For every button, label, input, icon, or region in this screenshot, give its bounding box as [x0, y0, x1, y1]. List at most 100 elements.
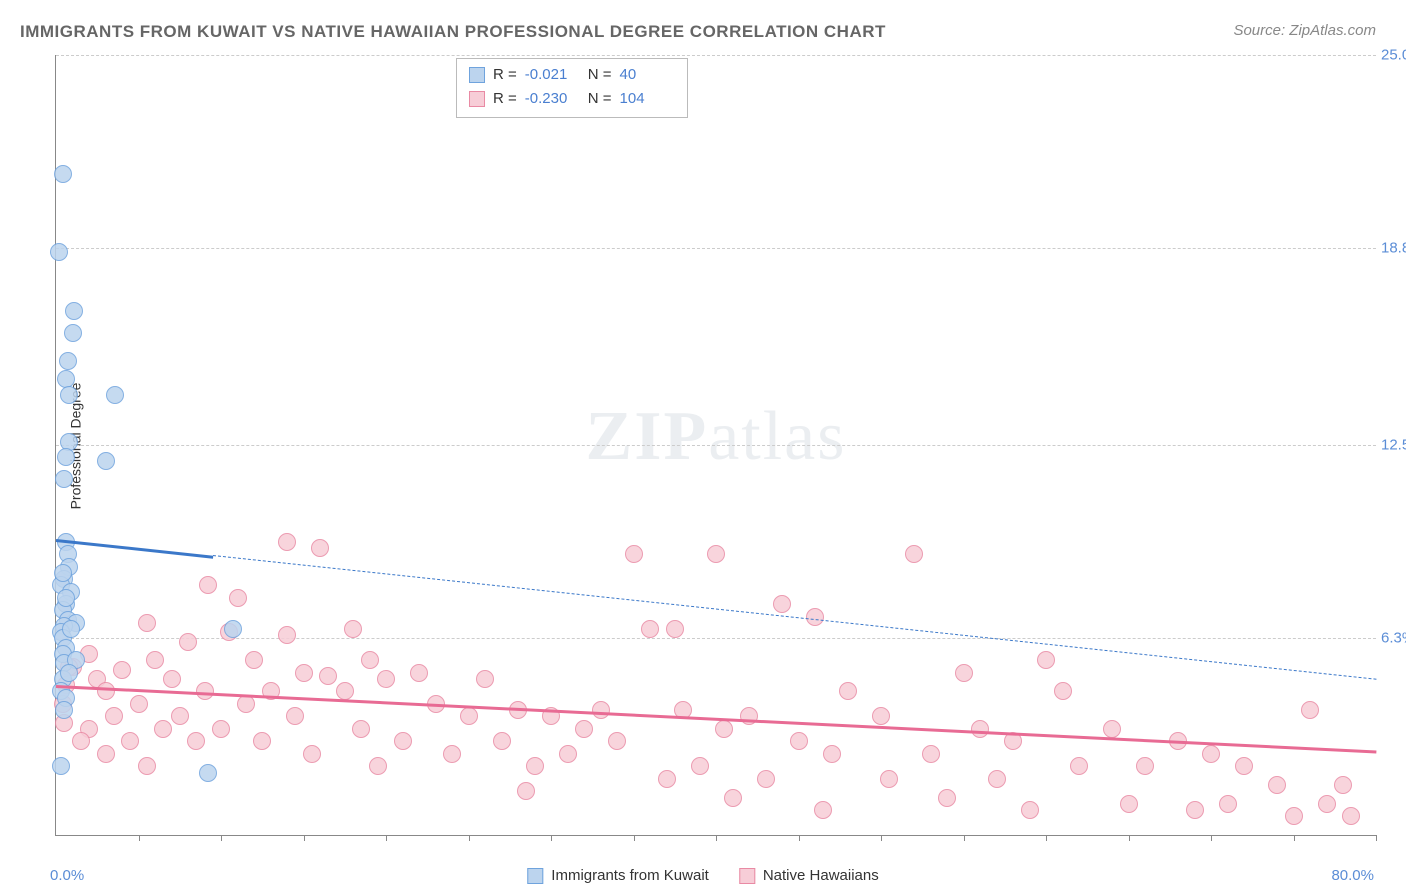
scatter-point	[938, 789, 956, 807]
scatter-point	[163, 670, 181, 688]
scatter-point	[641, 620, 659, 638]
scatter-point	[54, 165, 72, 183]
x-tick	[469, 835, 470, 841]
series-swatch	[469, 91, 485, 107]
scatter-point	[224, 620, 242, 638]
bottom-legend: Immigrants from Kuwait Native Hawaiians	[527, 867, 878, 884]
scatter-point	[97, 682, 115, 700]
watermark: ZIPatlas	[586, 397, 847, 477]
scatter-point	[55, 701, 73, 719]
scatter-point	[1120, 795, 1138, 813]
scatter-point	[179, 633, 197, 651]
series-swatch	[469, 67, 485, 83]
scatter-point	[245, 651, 263, 669]
gridline	[56, 55, 1376, 56]
y-tick-label: 25.0%	[1381, 47, 1406, 64]
scatter-point	[1342, 807, 1360, 825]
scatter-point	[839, 682, 857, 700]
scatter-point	[1136, 757, 1154, 775]
gridline	[56, 445, 1376, 446]
chart-title: IMMIGRANTS FROM KUWAIT VS NATIVE HAWAIIA…	[20, 22, 886, 42]
legend-swatch	[527, 868, 543, 884]
scatter-point	[369, 757, 387, 775]
legend-item: Native Hawaiians	[739, 867, 879, 884]
r-label: R =	[493, 63, 517, 87]
legend-swatch	[739, 868, 755, 884]
x-tick	[1129, 835, 1130, 841]
scatter-point	[1186, 801, 1204, 819]
scatter-point	[517, 782, 535, 800]
legend-label: Native Hawaiians	[763, 867, 879, 884]
scatter-point	[1037, 651, 1055, 669]
scatter-point	[311, 539, 329, 557]
scatter-point	[1235, 757, 1253, 775]
scatter-point	[64, 324, 82, 342]
scatter-point	[724, 789, 742, 807]
scatter-point	[493, 732, 511, 750]
scatter-point	[319, 667, 337, 685]
scatter-point	[212, 720, 230, 738]
r-label: R =	[493, 87, 517, 111]
scatter-point	[1334, 776, 1352, 794]
source-attribution: Source: ZipAtlas.com	[1233, 22, 1376, 39]
x-tick	[139, 835, 140, 841]
n-value: 40	[620, 63, 675, 87]
scatter-point	[476, 670, 494, 688]
scatter-point	[905, 545, 923, 563]
scatter-point	[295, 664, 313, 682]
x-tick	[1211, 835, 1212, 841]
scatter-point	[199, 764, 217, 782]
scatter-point	[460, 707, 478, 725]
scatter-point	[50, 243, 68, 261]
n-label: N =	[588, 63, 612, 87]
scatter-point	[352, 720, 370, 738]
watermark-atlas: atlas	[708, 398, 846, 475]
scatter-point	[121, 732, 139, 750]
scatter-point	[575, 720, 593, 738]
x-tick	[634, 835, 635, 841]
legend-item: Immigrants from Kuwait	[527, 867, 709, 884]
x-tick	[1376, 835, 1377, 841]
scatter-point	[922, 745, 940, 763]
scatter-point	[146, 651, 164, 669]
scatter-point	[757, 770, 775, 788]
scatter-point	[57, 589, 75, 607]
scatter-point	[691, 757, 709, 775]
scatter-point	[253, 732, 271, 750]
trend-line	[213, 555, 1376, 680]
x-tick	[304, 835, 305, 841]
scatter-point	[1301, 701, 1319, 719]
gridline	[56, 638, 1376, 639]
scatter-point	[773, 595, 791, 613]
x-tick	[221, 835, 222, 841]
x-tick	[716, 835, 717, 841]
scatter-point	[1103, 720, 1121, 738]
trend-line	[56, 539, 213, 559]
scatter-point	[54, 564, 72, 582]
scatter-point	[138, 757, 156, 775]
correlation-stats-box: R =-0.021N =40R =-0.230N =104	[456, 58, 688, 118]
scatter-point	[105, 707, 123, 725]
x-axis-min-label: 0.0%	[50, 867, 84, 884]
x-tick	[551, 835, 552, 841]
scatter-point	[443, 745, 461, 763]
scatter-point	[526, 757, 544, 775]
scatter-point	[65, 302, 83, 320]
scatter-point	[171, 707, 189, 725]
scatter-point	[138, 614, 156, 632]
scatter-point	[187, 732, 205, 750]
scatter-point	[57, 448, 75, 466]
scatter-point	[666, 620, 684, 638]
x-tick	[964, 835, 965, 841]
scatter-point	[1219, 795, 1237, 813]
scatter-point	[130, 695, 148, 713]
scatter-point	[1268, 776, 1286, 794]
x-tick	[881, 835, 882, 841]
n-value: 104	[620, 87, 675, 111]
scatter-point	[394, 732, 412, 750]
scatter-point	[229, 589, 247, 607]
scatter-point	[113, 661, 131, 679]
legend-label: Immigrants from Kuwait	[551, 867, 709, 884]
x-tick	[1294, 835, 1295, 841]
scatter-point	[344, 620, 362, 638]
